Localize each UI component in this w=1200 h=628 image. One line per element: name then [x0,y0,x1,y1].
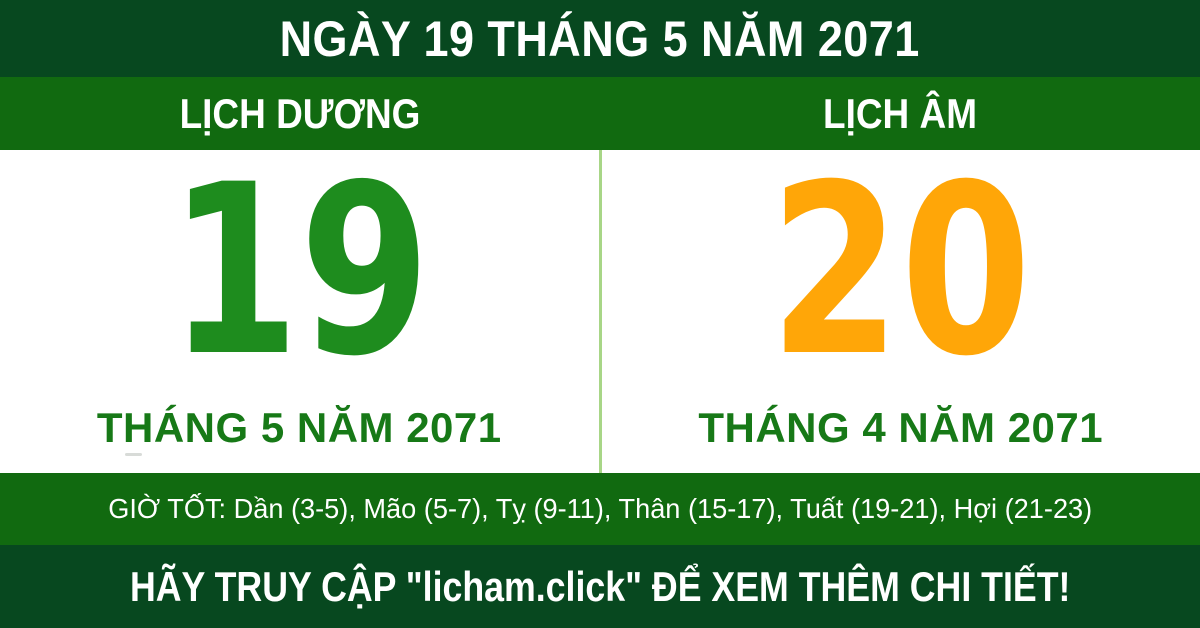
header-banner: NGÀY 19 THÁNG 5 NĂM 2071 [0,0,1200,77]
solar-month-year: THÁNG 5 NĂM 2071 [96,404,502,451]
lunar-panel: 20 THÁNG 4 NĂM 2071 [602,150,1200,473]
good-hours-text: GIỜ TỐT: Dần (3-5), Mão (5-7), Tỵ (9-11)… [107,493,1092,524]
footer-text: HÃY TRUY CẬP "licham.click" ĐỂ XEM THÊM … [129,562,1071,610]
lunar-day-box: 20 [737,150,1064,392]
lunar-day-number: 20 [769,134,1032,408]
solar-day-number: 19 [168,134,431,408]
solar-calendar-label: LỊCH DƯƠNG [179,89,421,137]
calendar-panels: 19 THÁNG 5 NĂM 2071 20 THÁNG 4 NĂM 2071 [0,150,1200,473]
lunar-calendar-label: LỊCH ÂM [823,89,977,137]
page-title: NGÀY 19 THÁNG 5 NĂM 2071 [279,10,921,67]
solar-panel: 19 THÁNG 5 NĂM 2071 [0,150,599,473]
calendar-type-row: LỊCH DƯƠNG LỊCH ÂM [0,77,1200,150]
footer-banner: HÃY TRUY CẬP "licham.click" ĐỂ XEM THÊM … [0,545,1200,628]
smudge-artifact [125,453,142,456]
lunar-month-year: THÁNG 4 NĂM 2071 [698,404,1104,451]
solar-day-box: 19 [136,150,463,392]
good-hours-bar: GIỜ TỐT: Dần (3-5), Mão (5-7), Tỵ (9-11)… [0,473,1200,545]
panel-divider [598,150,602,473]
